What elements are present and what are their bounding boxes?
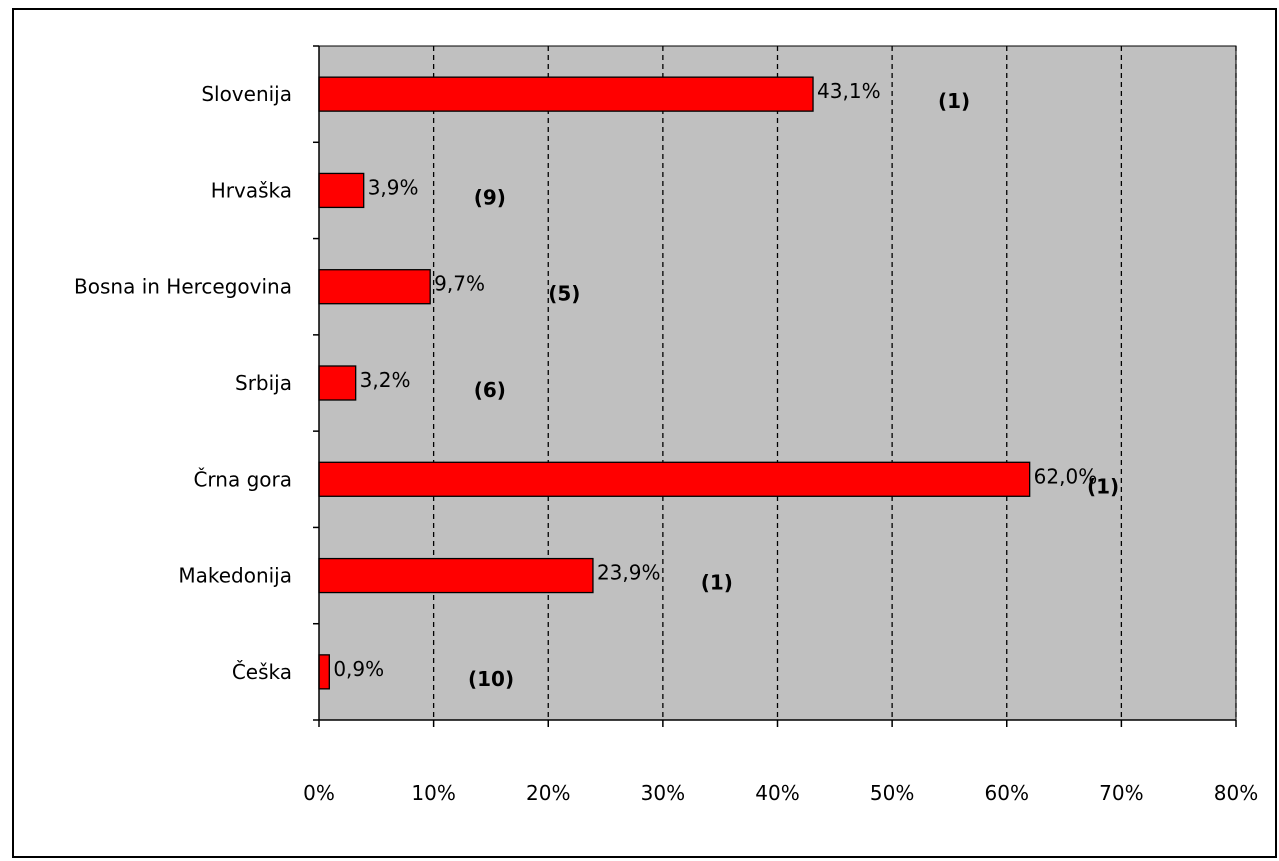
value-label: 23,9% xyxy=(597,561,661,585)
x-tick-label: 20% xyxy=(526,781,570,805)
x-tick-label: 70% xyxy=(1099,781,1143,805)
value-label: 43,1% xyxy=(817,79,881,103)
rank-label: (1) xyxy=(938,89,970,113)
category-label: Hrvaška xyxy=(211,178,292,202)
rank-label: (9) xyxy=(474,185,506,209)
bar-Srbija xyxy=(318,365,357,401)
x-tick-label: 40% xyxy=(755,781,799,805)
value-label: 3,9% xyxy=(368,175,419,199)
labels: Slovenija 43,1% Hrvaška 3,9% Bosna in Herceg… xyxy=(74,79,1258,805)
value-label: 3,2% xyxy=(360,368,411,392)
rank-label: (1) xyxy=(701,571,733,595)
rank-label: (5) xyxy=(548,282,580,306)
x-tick-label: 30% xyxy=(641,781,685,805)
category-label: Češka xyxy=(232,660,292,684)
x-tick-label: 0% xyxy=(303,781,335,805)
bar-Slovenija xyxy=(318,76,814,112)
axes xyxy=(313,45,1237,727)
category-label: Bosna in Hercegovina xyxy=(74,275,292,299)
category-label: Makedonija xyxy=(178,564,292,588)
rank-label: (1) xyxy=(1087,474,1119,498)
value-label: 9,7% xyxy=(434,272,485,296)
bar-Črna gora xyxy=(318,461,1031,497)
rank-label: (10) xyxy=(468,667,514,691)
x-tick-label: 50% xyxy=(870,781,914,805)
bar-Hrvaška xyxy=(318,172,365,209)
value-label: 0,9% xyxy=(333,657,384,681)
gridlines xyxy=(432,46,1237,720)
category-label: Srbija xyxy=(235,371,292,395)
rank-label: (6) xyxy=(474,378,506,402)
bars xyxy=(318,76,1031,690)
bar-Bosna in Hercegovina xyxy=(318,269,431,305)
x-tick-label: 80% xyxy=(1214,781,1258,805)
bar-Makedonija xyxy=(318,557,594,594)
value-label: 62,0% xyxy=(1034,464,1098,488)
bar-Češka xyxy=(318,654,330,690)
category-label: Črna gora xyxy=(193,467,292,491)
x-tick-label: 10% xyxy=(411,781,455,805)
category-label: Slovenija xyxy=(201,82,292,106)
x-tick-label: 60% xyxy=(985,781,1029,805)
